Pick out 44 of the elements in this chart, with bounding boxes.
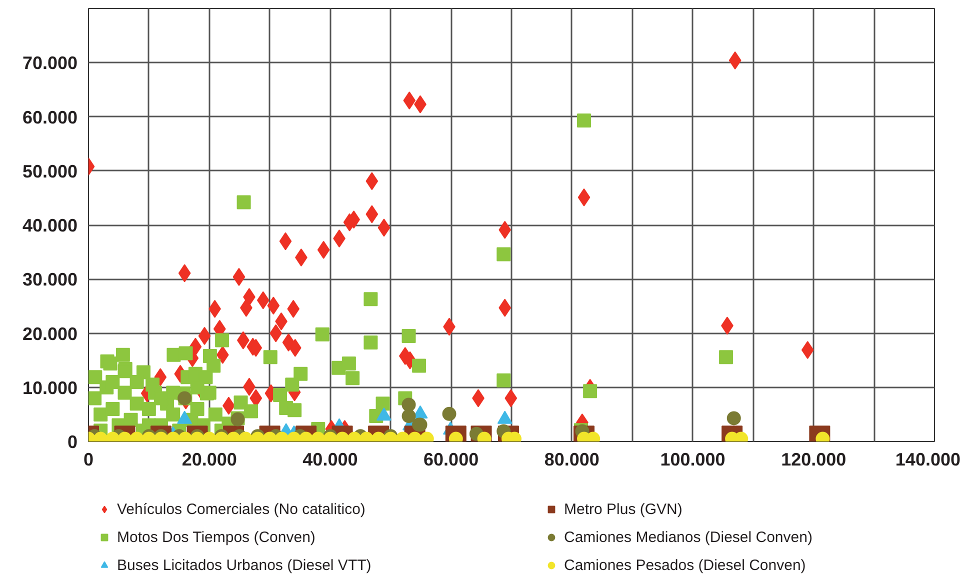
point <box>378 218 390 237</box>
point <box>216 346 229 364</box>
legend-label: Metro Plus (GVN) <box>564 500 684 520</box>
x-tick-label: 100.000 <box>660 450 726 470</box>
point <box>498 298 512 317</box>
point <box>232 268 246 286</box>
legend-label: Camiones Medianos (Diesel Conven) <box>564 528 814 548</box>
point <box>178 264 191 282</box>
point <box>497 410 512 424</box>
point <box>317 240 330 259</box>
legend-label: Vehículos Comerciales (No catalitico) <box>117 500 366 520</box>
point <box>578 188 590 206</box>
y-tick-label: 50.000 <box>22 161 78 182</box>
y-tick-label: 10.000 <box>22 378 78 398</box>
point <box>402 398 416 412</box>
y-tick-label: 0 <box>67 432 78 452</box>
point <box>267 296 280 315</box>
point <box>256 291 270 310</box>
point <box>287 300 300 318</box>
point <box>801 341 814 360</box>
y-tick-label: 40.000 <box>22 216 78 236</box>
point <box>177 410 192 424</box>
point <box>198 326 211 345</box>
point <box>376 407 392 421</box>
point <box>498 220 512 239</box>
y-tick-label: 30.000 <box>22 270 78 290</box>
legend-label: Camiones Pesados (Diesel Conven) <box>564 556 807 576</box>
y-tick-label: 70.000 <box>22 53 78 74</box>
point <box>366 172 378 190</box>
x-tick-label: 60.000 <box>424 450 479 470</box>
x-tick-label: 20.000 <box>182 450 237 470</box>
x-tick-label: 80.000 <box>544 450 600 470</box>
point <box>279 232 292 250</box>
x-tick-label: 120.000 <box>781 450 846 470</box>
y-tick-label: 20.000 <box>22 324 78 344</box>
y-tick-label: 60.000 <box>22 107 78 128</box>
legend-label: Motos Dos Tiempos (Conven) <box>117 528 316 548</box>
legend-label: Buses Licitados Urbanos (Diesel VTT) <box>117 556 372 576</box>
x-tick-label: 40.000 <box>302 450 358 470</box>
x-tick-label: 140.000 <box>895 450 960 470</box>
x-tick-label: 0 <box>83 450 94 470</box>
point <box>442 406 456 421</box>
point <box>504 389 518 408</box>
point <box>366 205 378 224</box>
